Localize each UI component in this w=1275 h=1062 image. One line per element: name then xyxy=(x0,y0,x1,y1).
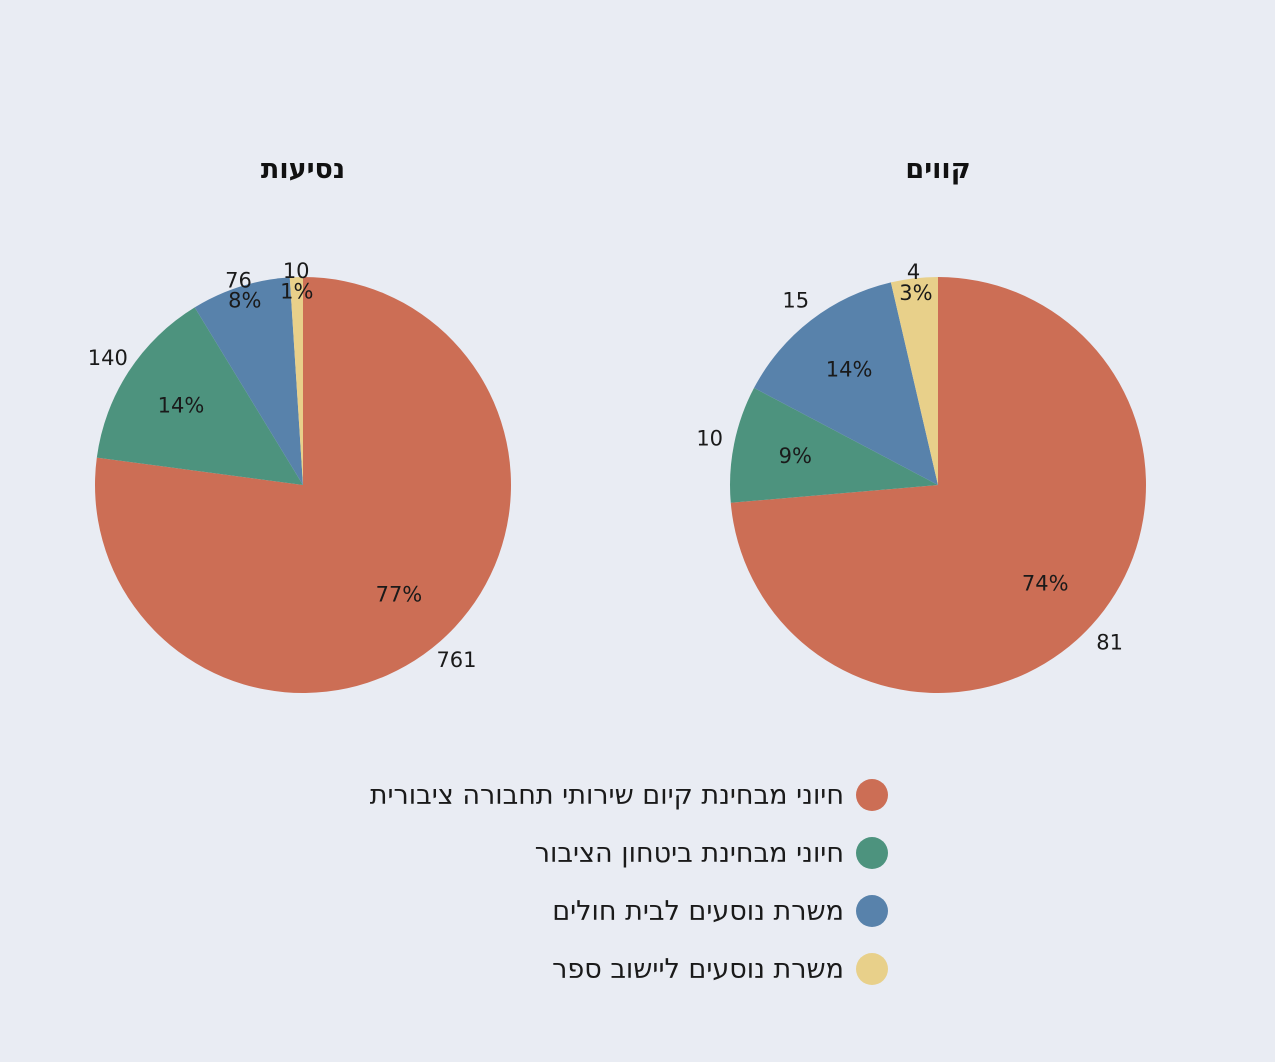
value-label: 10 xyxy=(283,259,310,283)
chart-title: קווים xyxy=(905,154,970,185)
percent-label: 77% xyxy=(376,583,423,607)
pie-chart: נסיעות 77% 761 14% 140 8%76 1%10 xyxy=(88,154,512,693)
legend-item: חיוני מבחינת קיום שירותי תחבורה ציבורית xyxy=(188,766,888,824)
percent-label: 14% xyxy=(826,358,873,382)
chart-title: נסיעות xyxy=(261,154,345,185)
legend-swatch xyxy=(856,779,888,811)
value-label: 140 xyxy=(88,346,128,370)
pie-slice xyxy=(754,282,938,485)
percent-label: 74% xyxy=(1022,571,1069,595)
pie-slice xyxy=(194,277,303,485)
value-label: 761 xyxy=(436,648,476,672)
percent-label: 14% xyxy=(158,393,205,417)
pie-slice xyxy=(95,277,512,693)
legend-item: חיוני מבחינת ביטחון הציבור xyxy=(188,824,888,882)
value-label: 81 xyxy=(1096,631,1123,655)
legend-swatch xyxy=(856,953,888,985)
pie-charts: קווים 74% 81 9% 10 14% 15 3%4 נסיעות 77% 761 14% 140… xyxy=(88,154,1147,694)
percent-label: 8% xyxy=(228,289,261,313)
value-label: 10 xyxy=(696,427,723,451)
pie-slice xyxy=(289,277,303,485)
legend-label: חיוני מבחינת קיום שירותי תחבורה ציבורית xyxy=(369,779,844,811)
pie-slice xyxy=(730,277,1147,694)
pie-slice xyxy=(890,277,938,485)
legend-swatch xyxy=(856,895,888,927)
legend: חיוני מבחינת קיום שירותי תחבורה ציבורית … xyxy=(188,766,888,998)
percent-label: 3% xyxy=(899,281,932,305)
percent-label: 1% xyxy=(280,280,313,304)
legend-item: משרת נוסעים ליישוב ספר xyxy=(188,940,888,998)
value-label: 15 xyxy=(782,289,809,313)
legend-item: משרת נוסעים לבית חולים xyxy=(188,882,888,940)
value-label: 76 xyxy=(225,269,252,293)
pie-slice xyxy=(730,387,938,503)
pie-chart: קווים 74% 81 9% 10 14% 15 3%4 xyxy=(696,154,1147,694)
pie-slice xyxy=(96,307,304,485)
legend-swatch xyxy=(856,837,888,869)
percent-label: 9% xyxy=(779,444,812,468)
value-label: 4 xyxy=(907,260,920,284)
legend-label: חיוני מבחינת ביטחון הציבור xyxy=(534,837,844,869)
legend-label: משרת נוסעים ליישוב ספר xyxy=(552,953,844,985)
legend-label: משרת נוסעים לבית חולים xyxy=(552,895,844,927)
